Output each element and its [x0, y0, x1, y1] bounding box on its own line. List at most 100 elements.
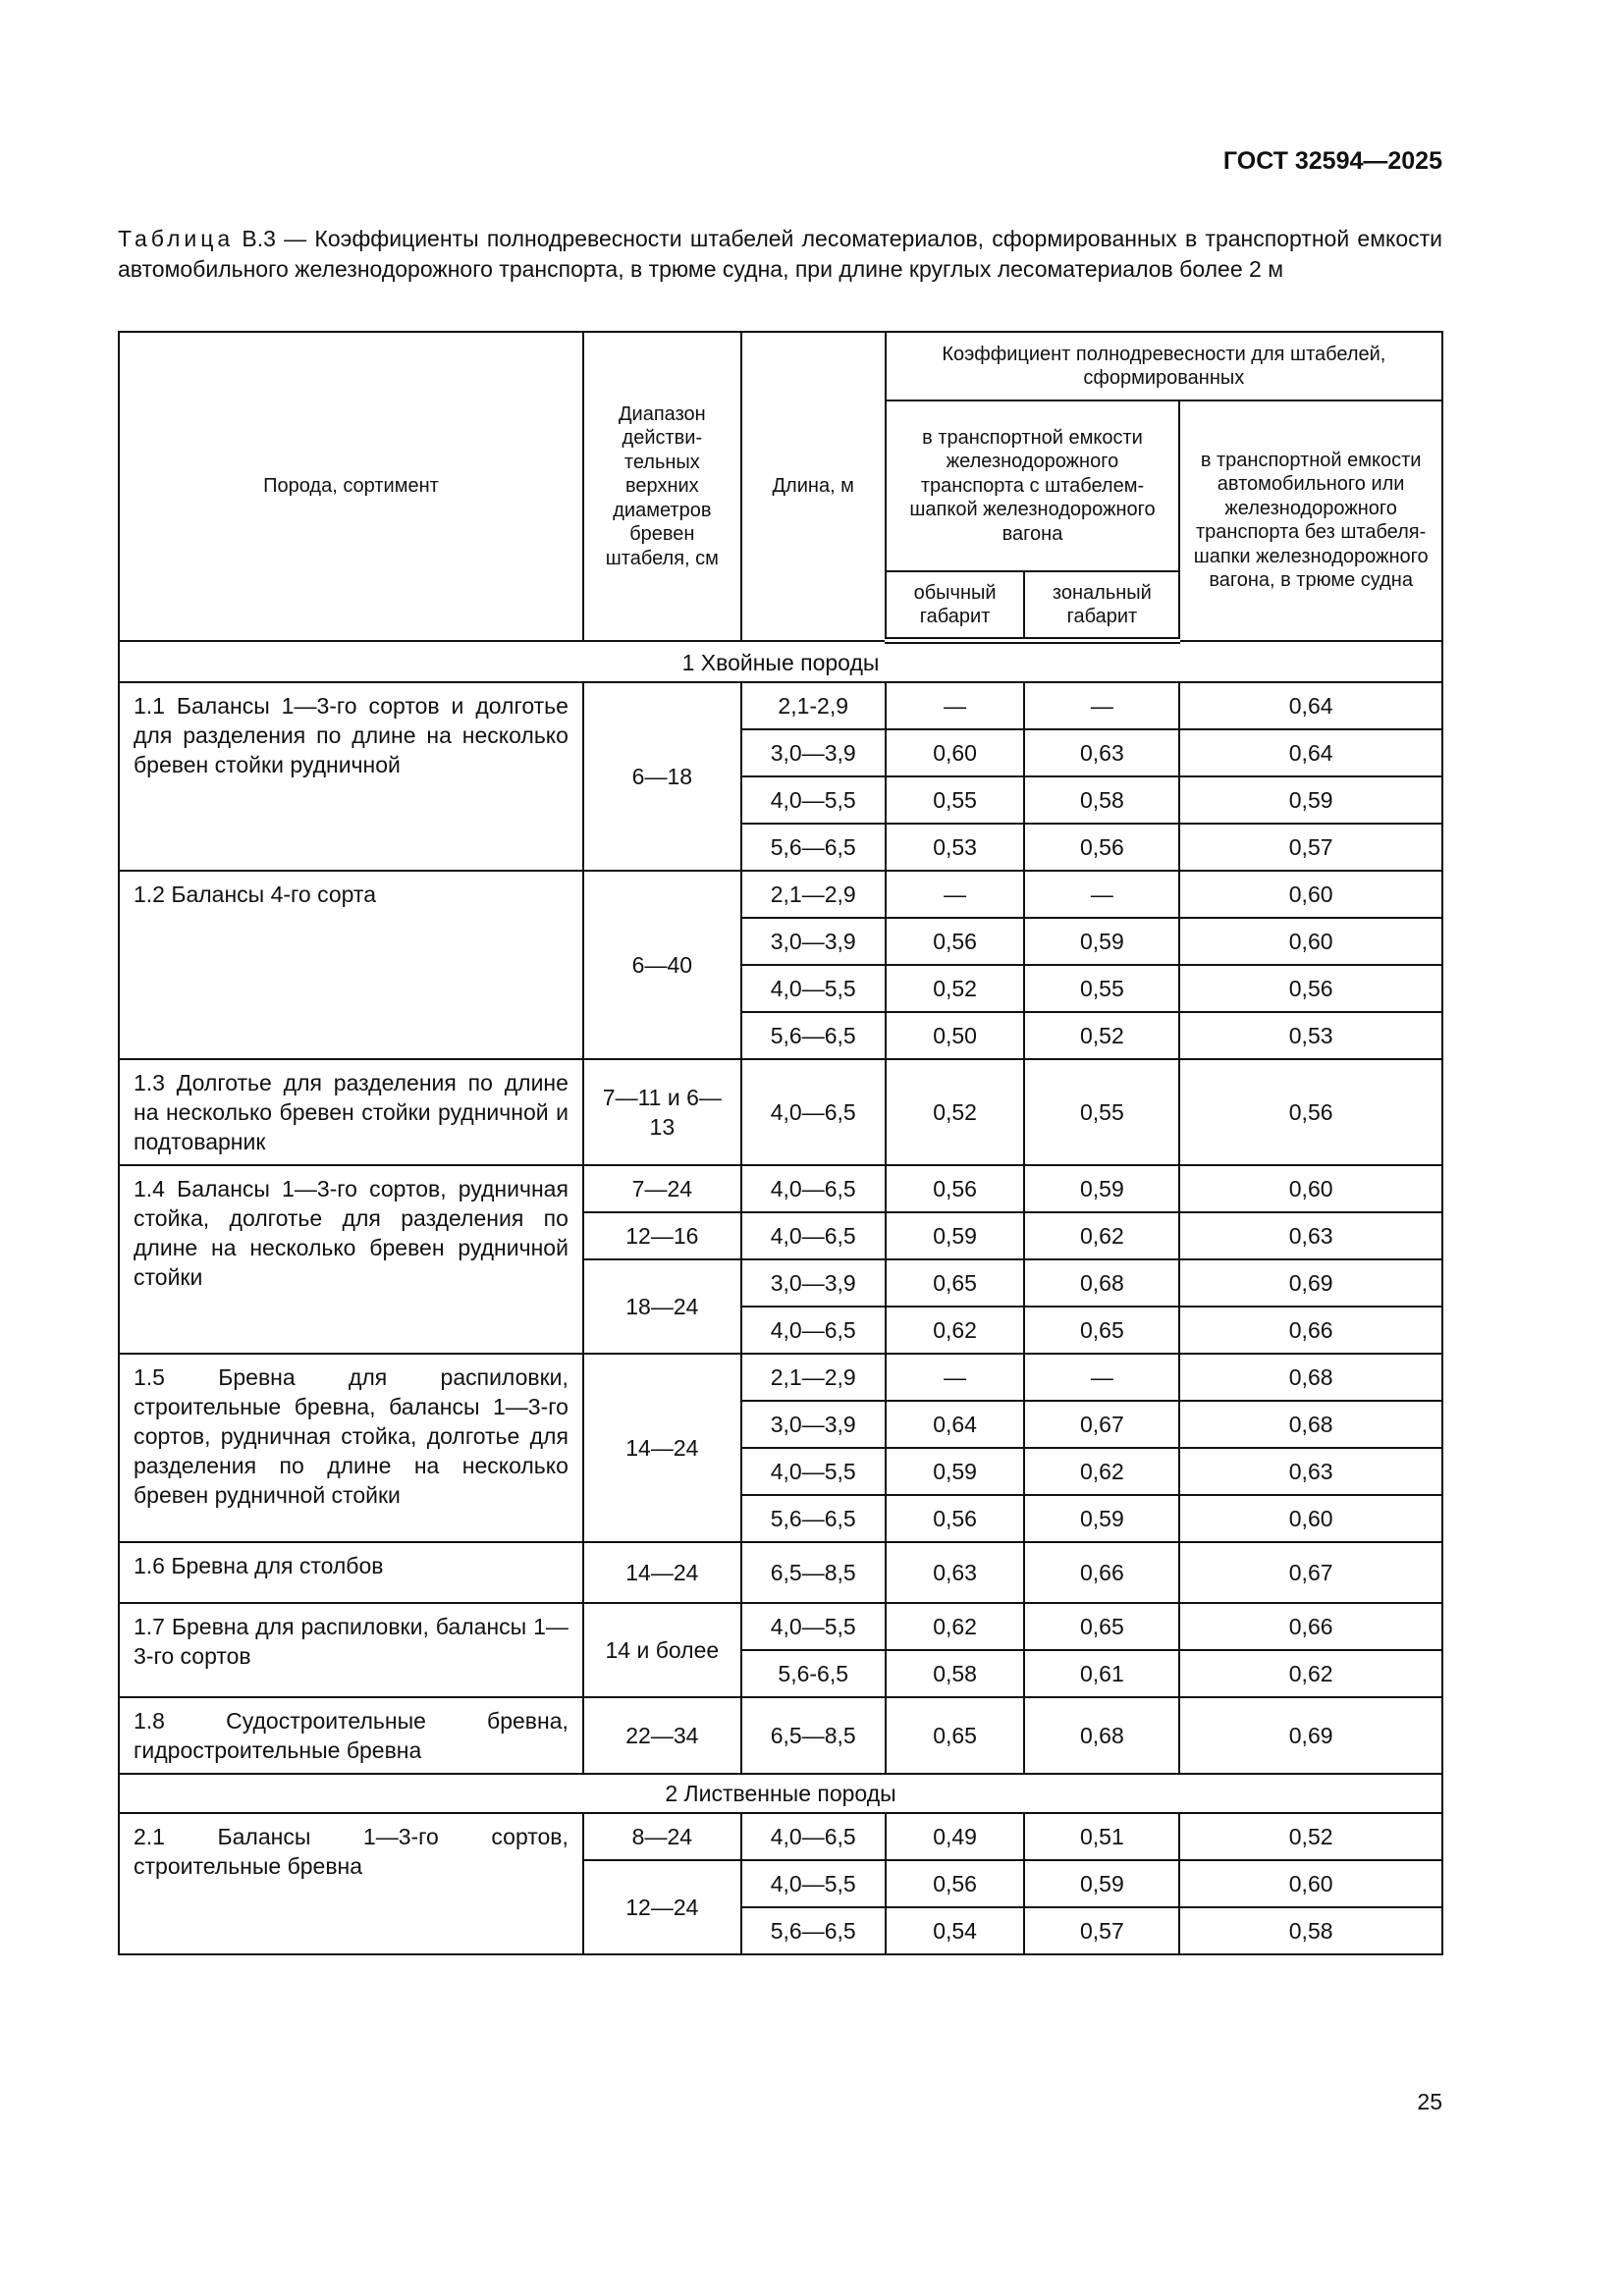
- zonal-gauge-cell: 0,62: [1023, 1447, 1181, 1496]
- without-cap-cell: 0,63: [1178, 1447, 1443, 1496]
- normal-gauge-cell: 0,56: [884, 917, 1026, 966]
- diameter-cell: 6—18: [581, 681, 742, 872]
- length-cell: 4,0—5,5: [739, 775, 887, 825]
- zonal-gauge-cell: 0,55: [1023, 964, 1181, 1013]
- length-cell: 3,0—3,9: [739, 917, 887, 966]
- table-row: 1.3 Долготье для разделения по длине на …: [118, 1058, 1443, 1166]
- table-row: 5,6—6,5 0,54 0,57 0,58: [119, 1906, 1443, 1955]
- normal-gauge-cell: 0,52: [884, 1058, 1026, 1166]
- zonal-gauge-cell: 0,59: [1023, 917, 1181, 966]
- normal-gauge-cell: 0,56: [884, 1859, 1026, 1908]
- length-cell: 4,0—6,5: [739, 1812, 887, 1861]
- without-cap-cell: 0,60: [1178, 1494, 1443, 1543]
- table-row: 18—24 3,0—3,9 0,65 0,68 0,69: [119, 1258, 1443, 1355]
- zonal-gauge-cell: 0,57: [1023, 1906, 1181, 1955]
- normal-gauge-cell: 0,59: [884, 1447, 1026, 1496]
- species-cell: 1.3 Долготье для разделения по длине на …: [118, 1058, 584, 1166]
- zonal-gauge-cell: 0,63: [1023, 728, 1181, 777]
- without-cap-cell: 0,62: [1178, 1649, 1443, 1698]
- length-cell: 4,0—5,5: [739, 964, 887, 1013]
- diameter-cell: 12—24: [581, 1859, 742, 1955]
- species-cell: 1.2 Балансы 4-го сорта: [118, 870, 584, 1060]
- without-cap-cell: 0,60: [1178, 917, 1443, 966]
- species-cell: 1.8 Судостроительные бревна, гидростроит…: [118, 1696, 584, 1775]
- zonal-gauge-cell: —: [1023, 870, 1181, 919]
- diameter-cell: 14—24: [581, 1541, 742, 1604]
- zonal-gauge-cell: 0,52: [1023, 1011, 1181, 1060]
- table-row: 5,6—6,5 0,53 0,56 0,57: [119, 823, 1443, 872]
- without-cap-cell: 0,53: [1178, 1011, 1443, 1060]
- without-cap-cell: 0,60: [1178, 1164, 1443, 1213]
- table-row: 5,6—6,5 0,50 0,52 0,53: [119, 1011, 1443, 1060]
- without-cap-cell: 0,58: [1178, 1906, 1443, 1955]
- normal-gauge-cell: —: [884, 870, 1026, 919]
- table-row: 3,0—3,9 0,56 0,59 0,60: [119, 917, 1443, 966]
- without-cap-cell: 0,67: [1178, 1541, 1443, 1604]
- normal-gauge-cell: 0,62: [884, 1602, 1026, 1651]
- normal-gauge-cell: 0,60: [884, 728, 1026, 777]
- length-cell: 4,0—6,5: [739, 1211, 887, 1260]
- zonal-gauge-cell: 0,68: [1023, 1258, 1181, 1308]
- zonal-gauge-cell: 0,59: [1023, 1164, 1181, 1213]
- header-length: Длина, м: [739, 331, 887, 642]
- table-caption: Таблица В.3 — Коэффициенты полнодревесно…: [118, 224, 1442, 285]
- caption-text: В.3 — Коэффициенты полнодревесности штаб…: [118, 226, 1442, 282]
- zonal-gauge-cell: 0,61: [1023, 1649, 1181, 1698]
- length-cell: 3,0—3,9: [739, 1258, 887, 1308]
- length-cell: 4,0—6,5: [739, 1164, 887, 1213]
- table-row: 12—16 4,0—6,5 0,59 0,62 0,63: [119, 1211, 1443, 1260]
- without-cap-cell: 0,56: [1178, 964, 1443, 1013]
- zonal-gauge-cell: —: [1023, 681, 1181, 730]
- table-row: 1.1 Балансы 1—3-го сортов и долготье для…: [118, 681, 1443, 872]
- table-row: 5,6—6,5 0,56 0,59 0,60: [119, 1494, 1443, 1543]
- without-cap-cell: 0,59: [1178, 775, 1443, 825]
- without-cap-cell: 0,68: [1178, 1400, 1443, 1449]
- species-cell: 1.4 Балансы 1—3-го сортов, рудничная сто…: [118, 1164, 584, 1355]
- normal-gauge-cell: 0,64: [884, 1400, 1026, 1449]
- header-diameter: Диапазон действи-тельных верхних диаметр…: [581, 331, 742, 642]
- normal-gauge-cell: 0,56: [884, 1494, 1026, 1543]
- length-cell: 4,0—5,5: [739, 1447, 887, 1496]
- without-cap-cell: 0,66: [1178, 1602, 1443, 1651]
- without-cap-cell: 0,69: [1178, 1258, 1443, 1308]
- length-cell: 6,5—8,5: [739, 1696, 887, 1775]
- diameter-cell: 8—24: [581, 1812, 742, 1861]
- normal-gauge-cell: 0,53: [884, 823, 1026, 872]
- species-cell: 2.1 Балансы 1—3-го сортов, строительные …: [118, 1812, 584, 1955]
- length-cell: 5,6—6,5: [739, 1011, 887, 1060]
- table-row: 4,0—5,5 0,59 0,62 0,63: [119, 1447, 1443, 1496]
- table-row: 1.4 Балансы 1—3-го сортов, рудничная сто…: [118, 1164, 1443, 1355]
- diameter-cell: 7—24: [581, 1164, 742, 1213]
- document-code: ГОСТ 32594—2025: [1222, 147, 1442, 175]
- header-coefficient: Коэффициент полнодревесности для штабеле…: [884, 331, 1444, 401]
- length-cell: 2,1—2,9: [739, 1353, 887, 1402]
- zonal-gauge-cell: 0,66: [1023, 1541, 1181, 1604]
- without-cap-cell: 0,60: [1178, 1859, 1443, 1908]
- zonal-gauge-cell: 0,56: [1023, 823, 1181, 872]
- without-cap-cell: 0,52: [1178, 1812, 1443, 1861]
- length-cell: 5,6—6,5: [739, 823, 887, 872]
- table-row: 4,0—5,5 0,52 0,55 0,56: [119, 964, 1443, 1013]
- table-row: 1.2 Балансы 4-го сорта 6—40 2,1—2,9— —0,60: [118, 870, 1443, 1060]
- diameter-cell: 12—16: [581, 1211, 742, 1260]
- zonal-gauge-cell: 0,59: [1023, 1859, 1181, 1908]
- diameter-cell: 7—11 и 6—13: [581, 1058, 742, 1166]
- table-row: 3,0—3,9 0,60 0,63 0,64: [119, 728, 1443, 777]
- page-number: 25: [1417, 2089, 1442, 2114]
- without-cap-cell: 0,60: [1178, 870, 1443, 919]
- normal-gauge-cell: 0,62: [884, 1306, 1026, 1355]
- species-cell: 1.1 Балансы 1—3-го сортов и долготье для…: [118, 681, 584, 872]
- header-zonal-gauge: зональный габарит: [1023, 570, 1181, 644]
- table-row: 1.8 Судостроительные бревна, гидростроит…: [118, 1696, 1443, 1775]
- table-row: 12—24 4,0—5,5 0,56 0,59 0,60: [119, 1859, 1443, 1955]
- normal-gauge-cell: 0,63: [884, 1541, 1026, 1604]
- normal-gauge-cell: 0,59: [884, 1211, 1026, 1260]
- normal-gauge-cell: 0,55: [884, 775, 1026, 825]
- header-without-cap: в транспортной емкости автомобильного ил…: [1178, 400, 1443, 642]
- caption-prefix: Таблица: [118, 226, 235, 251]
- zonal-gauge-cell: 0,65: [1023, 1602, 1181, 1651]
- normal-gauge-cell: 0,54: [884, 1906, 1026, 1955]
- section-row: 2 Лиственные породы: [118, 1773, 1443, 1814]
- without-cap-cell: 0,64: [1178, 728, 1443, 777]
- zonal-gauge-cell: 0,65: [1023, 1306, 1181, 1355]
